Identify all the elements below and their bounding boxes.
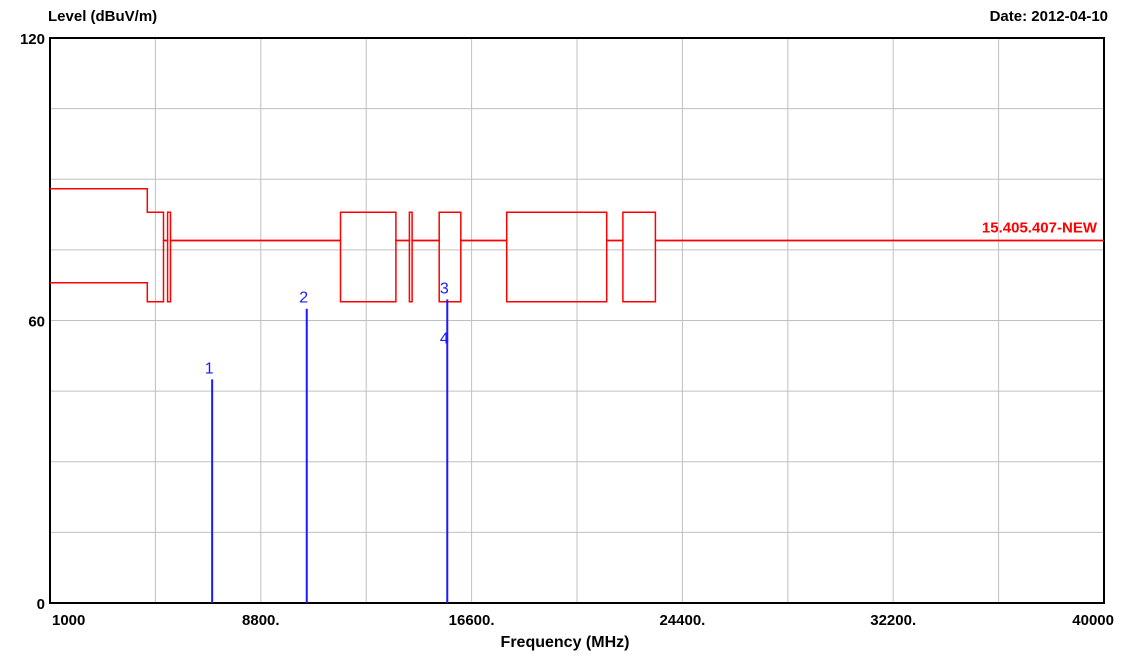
marker-label-2: 2 — [299, 290, 308, 307]
x-tick-label: 8800. — [242, 612, 280, 629]
x-tick-label: 24400. — [659, 612, 705, 629]
x-tick-label: 32200. — [870, 612, 916, 629]
x-tick-label: 40000 — [1072, 612, 1114, 629]
limit-line-2 — [50, 239, 1104, 303]
x-tick-label: 1000 — [52, 612, 85, 629]
x-tick-label: 16600. — [449, 612, 495, 629]
marker-label-3: 3 — [440, 280, 449, 297]
y-tick-label: 120 — [20, 31, 45, 48]
limit-label: 15.405.407-NEW — [982, 219, 1098, 236]
y-axis-title: Level (dBuV/m) — [48, 8, 158, 25]
marker-label-1: 1 — [205, 360, 214, 377]
marker-label-4: 4 — [440, 330, 449, 347]
y-tick-label: 60 — [28, 314, 45, 331]
x-axis-title: Frequency (MHz) — [500, 634, 630, 651]
y-tick-label: 0 — [37, 596, 45, 613]
plot-frame — [49, 37, 1105, 604]
date-label: Date: 2012-04-10 — [989, 8, 1108, 25]
